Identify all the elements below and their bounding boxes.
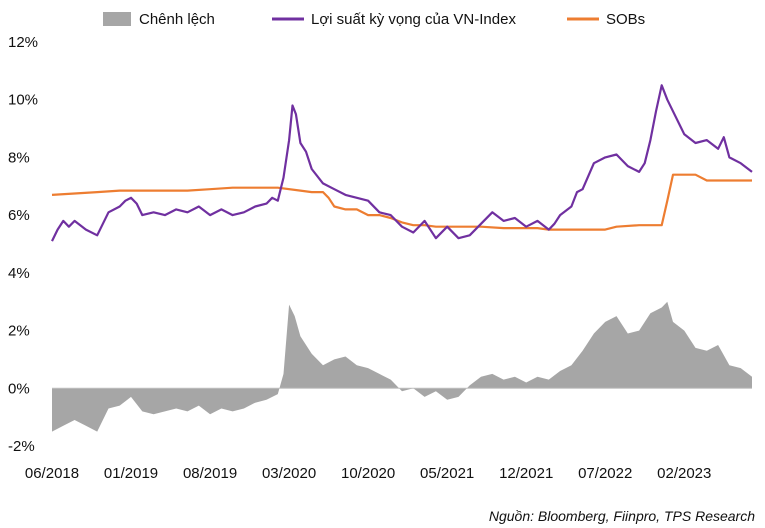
plot-area	[51, 84, 753, 432]
series-line-vnindex	[51, 84, 753, 242]
legend-label-spread: Chênh lệch	[139, 11, 215, 28]
legend-label-vnindex: Lợi suất kỳ vọng của VN-Index	[311, 11, 516, 28]
x-tick-label: 10/2020	[341, 465, 395, 482]
series-area-spread	[52, 301, 752, 432]
x-axis: 06/2018 01/2019 08/2019 03/2020 10/2020 05/20…	[25, 465, 711, 482]
y-tick-label: -2%	[8, 438, 35, 455]
legend: Chênh lệch Lợi suất kỳ vọng của VN-Index…	[103, 11, 645, 28]
series-line-sobs	[51, 173, 752, 231]
source-note: Nguồn: Bloomberg, Fiinpro, TPS Research	[489, 508, 755, 524]
legend-label-sobs: SOBs	[606, 11, 645, 28]
y-tick-label: 12%	[8, 34, 38, 51]
y-tick-label: 6%	[8, 207, 30, 224]
x-tick-label: 03/2020	[262, 465, 316, 482]
y-tick-label: 10%	[8, 92, 38, 109]
x-tick-label: 06/2018	[25, 465, 79, 482]
y-tick-label: 8%	[8, 149, 30, 166]
x-tick-label: 07/2022	[578, 465, 632, 482]
x-tick-label: 02/2023	[657, 465, 711, 482]
y-axis: -2% 0% 2% 4% 6% 8% 10% 12%	[8, 34, 38, 455]
x-tick-label: 01/2019	[104, 465, 158, 482]
y-tick-label: 4%	[8, 265, 30, 282]
x-tick-label: 12/2021	[499, 465, 553, 482]
legend-swatch-spread	[103, 12, 131, 26]
y-tick-label: 2%	[8, 323, 30, 340]
x-tick-label: 08/2019	[183, 465, 237, 482]
y-tick-label: 0%	[8, 380, 30, 397]
x-tick-label: 05/2021	[420, 465, 474, 482]
